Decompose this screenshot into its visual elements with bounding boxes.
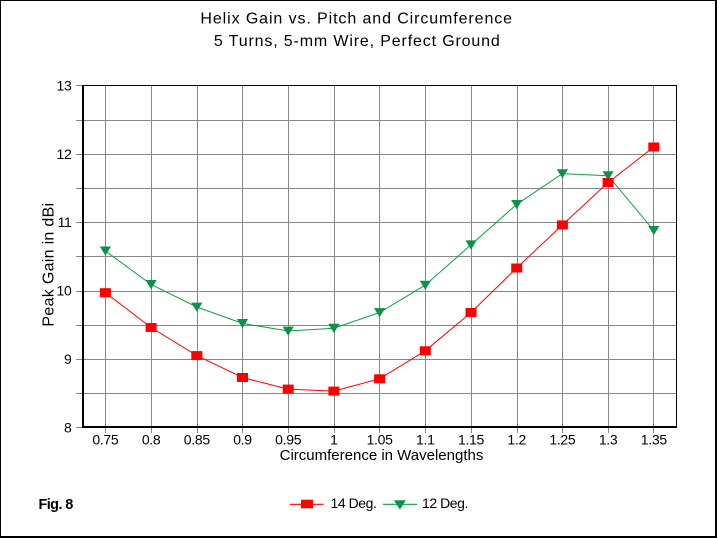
svg-text:0.85: 0.85 [184, 431, 211, 447]
svg-text:1: 1 [330, 431, 338, 447]
svg-text:9: 9 [64, 351, 72, 367]
svg-text:12: 12 [57, 146, 72, 162]
svg-text:1.1: 1.1 [416, 431, 435, 447]
svg-text:1.35: 1.35 [641, 431, 668, 447]
svg-text:14 Deg.: 14 Deg. [331, 495, 377, 511]
svg-text:11: 11 [58, 214, 72, 230]
svg-text:8: 8 [64, 419, 72, 435]
svg-text:Peak Gain in dBi: Peak Gain in dBi [41, 203, 58, 327]
svg-text:0.8: 0.8 [142, 431, 161, 447]
svg-text:1.15: 1.15 [458, 431, 485, 447]
svg-text:Fig. 8: Fig. 8 [39, 497, 74, 513]
svg-text:1.05: 1.05 [367, 431, 394, 447]
svg-text:12 Deg.: 12 Deg. [422, 495, 468, 511]
svg-text:Helix Gain vs. Pitch and Circu: Helix Gain vs. Pitch and Circumference [200, 11, 513, 28]
svg-text:13: 13 [57, 77, 72, 93]
svg-text:10: 10 [57, 283, 72, 299]
svg-text:0.95: 0.95 [275, 431, 302, 447]
svg-text:1.3: 1.3 [599, 431, 618, 447]
svg-text:0.9: 0.9 [233, 431, 252, 447]
svg-text:5 Turns, 5-mm Wire, Perfect Gr: 5 Turns, 5-mm Wire, Perfect Ground [214, 33, 501, 50]
svg-text:1.2: 1.2 [507, 431, 526, 447]
svg-text:Circumference in Wavelengths: Circumference in Wavelengths [280, 447, 484, 464]
svg-text:1.25: 1.25 [549, 431, 576, 447]
svg-text:0.75: 0.75 [92, 431, 119, 447]
